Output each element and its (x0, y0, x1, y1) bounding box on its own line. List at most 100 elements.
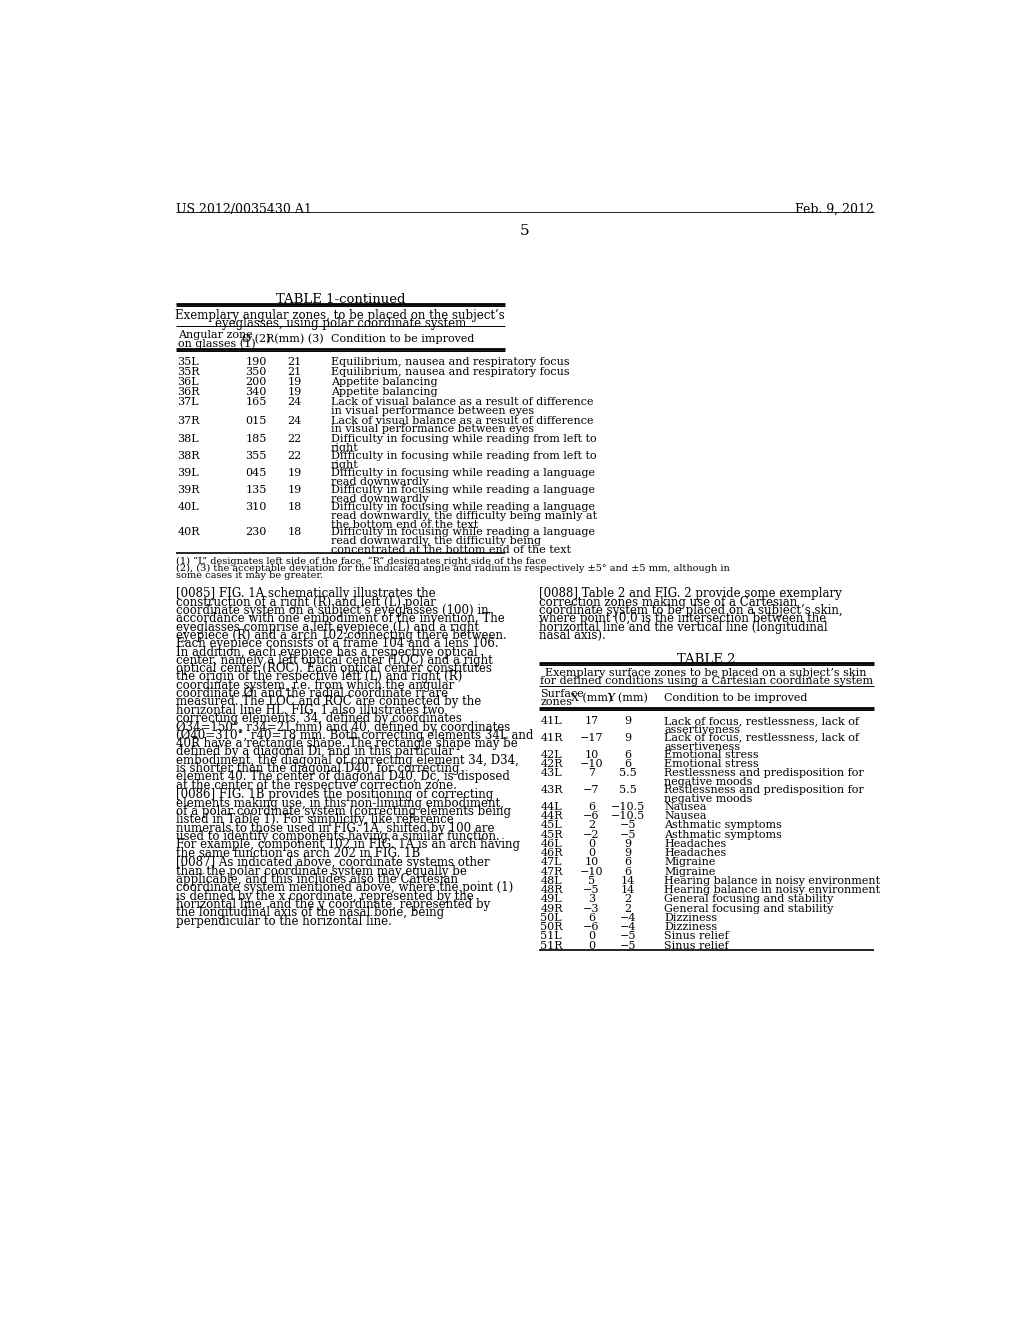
Text: 6: 6 (625, 759, 632, 768)
Text: (Ø40=310°, r40=18 mm. Both correcting elements 34L and: (Ø40=310°, r40=18 mm. Both correcting el… (176, 729, 534, 742)
Text: −10.5: −10.5 (610, 812, 645, 821)
Text: 18: 18 (288, 527, 302, 537)
Text: Difficulty in focusing while reading from left to: Difficulty in focusing while reading fro… (331, 434, 597, 444)
Text: 48L: 48L (541, 876, 562, 886)
Text: element 40. The center of diagonal D40, Dc, is disposed: element 40. The center of diagonal D40, … (176, 771, 510, 783)
Text: eyepiece (R) and a arch 102 connecting there between.: eyepiece (R) and a arch 102 connecting t… (176, 628, 507, 642)
Text: assertiveness: assertiveness (665, 742, 740, 751)
Text: 9: 9 (625, 849, 632, 858)
Text: optical center (ROC). Each optical center constitutes: optical center (ROC). Each optical cente… (176, 663, 492, 675)
Text: nasal axis).: nasal axis). (539, 628, 605, 642)
Text: 18: 18 (288, 502, 302, 512)
Text: Ø34=150°, r34=21 mm) and 40, defined by coordinates: Ø34=150°, r34=21 mm) and 40, defined by … (176, 721, 510, 734)
Text: 14: 14 (621, 876, 635, 886)
Text: 6: 6 (625, 750, 632, 759)
Text: 39R: 39R (177, 484, 200, 495)
Text: coordinate system to be placed on a subject’s skin,: coordinate system to be placed on a subj… (539, 605, 843, 616)
Text: (2), (3) the acceptable deviation for the indicated angle and radium is respecti: (2), (3) the acceptable deviation for th… (176, 564, 730, 573)
Text: 5: 5 (588, 876, 595, 886)
Text: Equilibrium, nausea and respiratory focus: Equilibrium, nausea and respiratory focu… (331, 358, 569, 367)
Text: 24: 24 (288, 416, 302, 425)
Text: 135: 135 (245, 484, 266, 495)
Text: in visual performance between eyes: in visual performance between eyes (331, 407, 535, 416)
Text: General focusing and stability: General focusing and stability (665, 904, 834, 913)
Text: Difficulty in focusing while reading a language: Difficulty in focusing while reading a l… (331, 527, 595, 537)
Text: accordance with one embodiment of the invention. The: accordance with one embodiment of the in… (176, 612, 505, 626)
Text: 6: 6 (625, 867, 632, 876)
Text: the longitudinal axis of the nasal bone, being: the longitudinal axis of the nasal bone,… (176, 907, 444, 919)
Text: in visual performance between eyes: in visual performance between eyes (331, 425, 535, 434)
Text: at the center of the respective correction zone.: at the center of the respective correcti… (176, 779, 457, 792)
Text: the same function as arch 202 in FIG. 1B: the same function as arch 202 in FIG. 1B (176, 846, 420, 859)
Text: Exemplary angular zones, to be placed on the subject’s: Exemplary angular zones, to be placed on… (175, 309, 505, 322)
Text: construction of a right (R) and left (L) polar: construction of a right (R) and left (L)… (176, 595, 436, 609)
Text: Hearing balance in noisy environment: Hearing balance in noisy environment (665, 886, 881, 895)
Text: 45L: 45L (541, 821, 562, 830)
Text: right: right (331, 444, 358, 453)
Text: 355: 355 (245, 451, 266, 461)
Text: 51R: 51R (541, 941, 563, 950)
Text: 42R: 42R (541, 759, 563, 768)
Text: [0086] FIG. 1B provides the positioning of correcting: [0086] FIG. 1B provides the positioning … (176, 788, 494, 801)
Text: center, namely a left optical center (LOC) and a right: center, namely a left optical center (LO… (176, 653, 493, 667)
Text: 50L: 50L (541, 913, 562, 923)
Text: 0: 0 (588, 932, 595, 941)
Text: Each eyepiece consists of a frame 104 and a lens 106.: Each eyepiece consists of a frame 104 an… (176, 638, 499, 651)
Text: for defined conditions using a Cartesian coordinate system: for defined conditions using a Cartesian… (540, 676, 872, 686)
Text: −4: −4 (620, 923, 636, 932)
Text: right: right (331, 459, 358, 470)
Text: Appetite balancing: Appetite balancing (331, 387, 437, 397)
Text: 5.5: 5.5 (618, 785, 637, 795)
Text: −6: −6 (584, 923, 600, 932)
Text: eyeglasses, using polar coordinate system: eyeglasses, using polar coordinate syste… (215, 317, 466, 330)
Text: 19: 19 (288, 387, 302, 397)
Text: 19: 19 (288, 378, 302, 387)
Text: 17: 17 (585, 715, 598, 726)
Text: 43R: 43R (541, 785, 563, 795)
Text: −2: −2 (584, 830, 600, 840)
Text: Surface: Surface (541, 689, 584, 698)
Text: X (mm): X (mm) (570, 693, 612, 704)
Text: 39L: 39L (177, 469, 200, 478)
Text: coordinate Øi and the radial coordinate ri are: coordinate Øi and the radial coordinate … (176, 688, 449, 700)
Text: 44R: 44R (541, 812, 563, 821)
Text: 40L: 40L (177, 502, 200, 512)
Text: −5: −5 (584, 886, 600, 895)
Text: (1) “L” designates left side of the face, “R” designates right side of the face: (1) “L” designates left side of the face… (176, 557, 547, 566)
Text: correction zones making use of a Cartesian: correction zones making use of a Cartesi… (539, 595, 797, 609)
Text: read downwardly, the difficulty being: read downwardly, the difficulty being (331, 536, 541, 546)
Text: Condition to be improved: Condition to be improved (665, 693, 808, 702)
Text: 41L: 41L (541, 715, 562, 726)
Text: −5: −5 (620, 821, 636, 830)
Text: 6: 6 (588, 803, 595, 812)
Text: 40R: 40R (177, 527, 200, 537)
Text: 5: 5 (520, 224, 529, 238)
Text: 340: 340 (245, 387, 266, 397)
Text: Sinus relief: Sinus relief (665, 941, 729, 950)
Text: General focusing and stability: General focusing and stability (665, 895, 834, 904)
Text: 14: 14 (621, 886, 635, 895)
Text: Difficulty in focusing while reading a language: Difficulty in focusing while reading a l… (331, 469, 595, 478)
Text: 48R: 48R (541, 886, 563, 895)
Text: Ø (2): Ø (2) (242, 334, 270, 345)
Text: TABLE 1-continued: TABLE 1-continued (275, 293, 406, 306)
Text: 9: 9 (625, 715, 632, 726)
Text: Asthmatic symptoms: Asthmatic symptoms (665, 821, 782, 830)
Text: 7: 7 (588, 768, 595, 777)
Text: defined by a diagonal Di, and in this particular: defined by a diagonal Di, and in this pa… (176, 746, 454, 758)
Text: 38L: 38L (177, 434, 200, 444)
Text: Difficulty in focusing while reading a language: Difficulty in focusing while reading a l… (331, 502, 595, 512)
Text: numerals to those used in FIG. 1A, shifted by 100 are: numerals to those used in FIG. 1A, shift… (176, 821, 495, 834)
Text: −3: −3 (584, 904, 600, 913)
Text: 0: 0 (588, 840, 595, 849)
Text: 045: 045 (245, 469, 266, 478)
Text: 46L: 46L (541, 840, 562, 849)
Text: the origin of the respective left (L) and right (R): the origin of the respective left (L) an… (176, 671, 462, 684)
Text: 45R: 45R (541, 830, 563, 840)
Text: Angular zone: Angular zone (177, 330, 252, 341)
Text: 44L: 44L (541, 803, 562, 812)
Text: 37L: 37L (177, 397, 199, 407)
Text: Y (mm): Y (mm) (607, 693, 648, 704)
Text: 36R: 36R (177, 387, 200, 397)
Text: Emotional stress: Emotional stress (665, 750, 759, 759)
